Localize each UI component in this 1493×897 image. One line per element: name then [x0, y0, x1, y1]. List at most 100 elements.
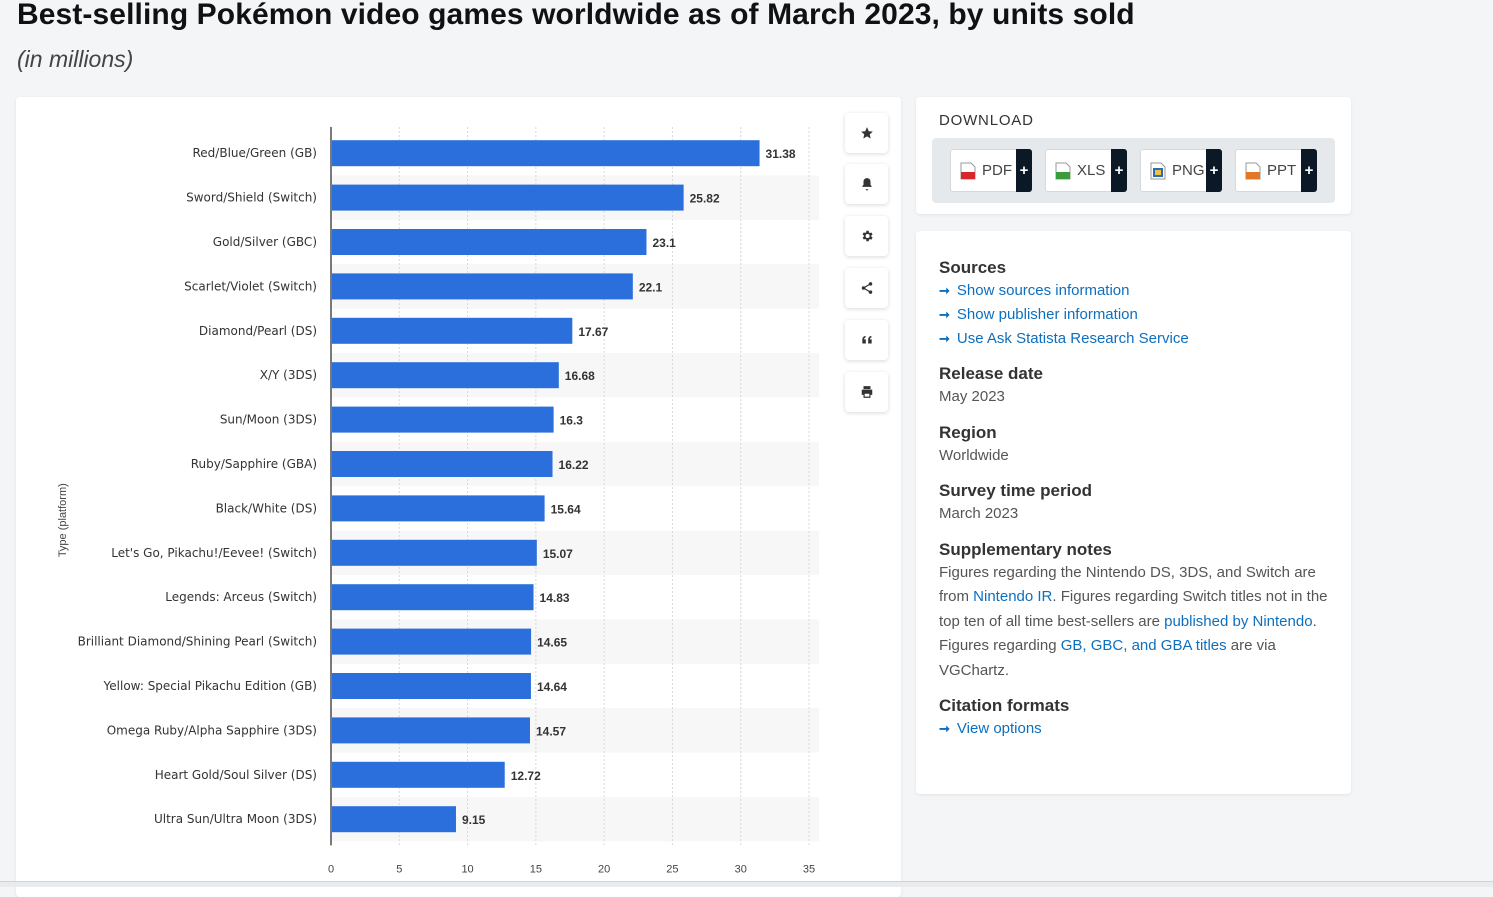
category-label: Gold/Silver (GBC) — [213, 235, 317, 249]
region-value: Worldwide — [939, 446, 1009, 464]
value-label: 17.67 — [578, 325, 608, 339]
category-label: Sun/Moon (3DS) — [220, 413, 317, 427]
bar — [332, 761, 505, 788]
value-label: 12.72 — [511, 769, 541, 783]
category-label: Scarlet/Violet (Switch) — [184, 279, 317, 293]
value-label: 14.64 — [537, 680, 567, 694]
sources-heading: Sources — [939, 258, 1007, 277]
gear-icon — [862, 230, 873, 242]
x-tick-label: 10 — [461, 863, 473, 875]
value-label: 23.1 — [652, 236, 676, 250]
download-xls-label: XLS — [1077, 162, 1106, 179]
xls-file-icon — [1055, 162, 1071, 180]
download-panel: DOWNLOAD PDF + XLS + PNG + P — [916, 97, 1351, 214]
category-label: Red/Blue/Green (GB) — [193, 146, 318, 160]
bar — [332, 140, 760, 167]
star-icon — [860, 127, 873, 139]
share-button[interactable] — [845, 268, 888, 308]
category-label: Legends: Arceus (Switch) — [165, 590, 317, 604]
published-by-nintendo-link[interactable]: published by Nintendo — [1164, 612, 1313, 630]
download-pdf-label: PDF — [982, 162, 1012, 179]
bell-icon — [861, 178, 872, 191]
download-png-button[interactable]: PNG + — [1140, 149, 1222, 192]
value-label: 14.65 — [537, 636, 567, 650]
category-label: Ruby/Sapphire (GBA) — [191, 457, 317, 471]
cite-button[interactable] — [845, 320, 888, 360]
region-heading: Region — [939, 422, 997, 442]
settings-button[interactable] — [845, 216, 888, 256]
bottom-scrollbar — [0, 881, 1493, 887]
page-subtitle: (in millions) — [17, 46, 134, 72]
value-label: 25.82 — [690, 192, 720, 206]
bar — [332, 495, 545, 522]
bar — [332, 806, 456, 833]
view-options-link[interactable]: ➞ View options — [939, 717, 1329, 741]
bar — [332, 717, 530, 744]
category-label: X/Y (3DS) — [260, 368, 317, 382]
x-tick-label: 20 — [598, 863, 610, 875]
bar — [332, 406, 554, 433]
download-pdf-plus[interactable]: + — [1016, 149, 1032, 192]
nintendo-ir-link[interactable]: Nintendo IR — [973, 588, 1053, 605]
category-label: Sword/Shield (Switch) — [186, 191, 317, 205]
bar — [332, 273, 633, 300]
bar — [332, 362, 559, 389]
chart-card: 0 5 10 15 20 25 30 35 Red/Blue/Green (GB) 31.38 Sw… — [16, 97, 901, 897]
bar — [332, 628, 532, 655]
category-label: Yellow: Special Pikachu Edition (GB) — [103, 679, 317, 693]
x-tick-label: 0 — [328, 863, 334, 875]
notification-button[interactable] — [845, 164, 888, 204]
download-pdf-button[interactable]: PDF + — [950, 149, 1032, 192]
value-label: 15.07 — [543, 547, 573, 561]
show-sources-link[interactable]: ➞ Show sources information — [939, 279, 1329, 303]
x-tick-label: 25 — [666, 863, 678, 875]
download-png-label: PNG — [1172, 162, 1205, 179]
bar — [332, 673, 531, 699]
category-label: Ultra Sun/Ultra Moon (3DS) — [154, 812, 317, 826]
bar — [332, 584, 534, 611]
show-publisher-link[interactable]: ➞ Show publisher information — [939, 303, 1329, 327]
download-xls-plus[interactable]: + — [1111, 149, 1127, 192]
value-label: 9.15 — [462, 813, 486, 827]
arrow-right-icon: ➞ — [939, 307, 950, 322]
arrow-right-icon: ➞ — [939, 283, 950, 298]
download-ppt-button[interactable]: PPT + — [1235, 149, 1317, 192]
vgchartz-titles-link[interactable]: GB, GBC, and GBA titles — [1060, 637, 1227, 654]
category-label: Black/White (DS) — [216, 501, 317, 515]
download-bar: PDF + XLS + PNG + PPT + — [932, 138, 1335, 203]
bar — [332, 317, 573, 344]
info-panel: Sources ➞ Show sources information ➞ Show … — [916, 231, 1351, 794]
y-axis-title: Type (platform) — [57, 483, 69, 557]
download-title: DOWNLOAD — [939, 112, 1034, 129]
favorite-button[interactable] — [845, 113, 888, 153]
download-ppt-plus[interactable]: + — [1301, 149, 1317, 192]
x-tick-label: 5 — [396, 863, 402, 875]
value-label: 14.83 — [540, 591, 570, 605]
release-date-heading: Release date — [939, 364, 1043, 383]
bar — [332, 229, 647, 255]
value-label: 15.64 — [551, 502, 581, 516]
survey-period-heading: Survey time period — [939, 481, 1093, 500]
category-label: Omega Ruby/Alpha Sapphire (3DS) — [107, 723, 317, 737]
download-xls-button[interactable]: XLS + — [1045, 149, 1127, 192]
x-tick-label: 15 — [530, 863, 542, 875]
share-icon — [861, 282, 872, 294]
ppt-file-icon — [1245, 162, 1261, 180]
bar-chart: 0 5 10 15 20 25 30 35 Red/Blue/Green (GB) 31.38 Sw… — [57, 127, 819, 887]
value-label: 16.68 — [565, 369, 595, 383]
x-tick-label: 30 — [735, 863, 747, 875]
pdf-file-icon — [960, 162, 976, 180]
x-tick-label: 35 — [803, 863, 815, 875]
download-png-plus[interactable]: + — [1206, 149, 1222, 192]
bar — [332, 451, 553, 477]
value-label: 16.22 — [559, 458, 589, 472]
page-title: Best-selling Pokémon video games worldwi… — [17, 0, 1135, 31]
bar — [332, 539, 537, 566]
value-label: 22.1 — [639, 280, 663, 294]
quote-icon — [861, 335, 872, 344]
ask-research-link[interactable]: ➞ Use Ask Statista Research Service — [939, 327, 1329, 351]
print-button[interactable] — [845, 372, 888, 412]
citation-formats-heading: Citation formats — [939, 696, 1070, 715]
category-label: Diamond/Pearl (DS) — [199, 324, 317, 338]
print-icon — [861, 386, 872, 398]
